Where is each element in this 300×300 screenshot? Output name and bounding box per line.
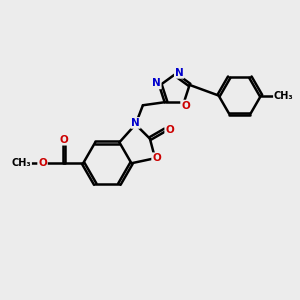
Text: O: O [181, 100, 190, 111]
Text: O: O [38, 158, 47, 168]
Text: O: O [165, 125, 174, 135]
Text: N: N [131, 118, 140, 128]
Text: CH₃: CH₃ [274, 91, 293, 100]
Text: N: N [175, 68, 184, 78]
Text: O: O [60, 135, 68, 145]
Text: CH₃: CH₃ [11, 158, 31, 168]
Text: N: N [152, 78, 161, 88]
Text: O: O [152, 153, 161, 163]
